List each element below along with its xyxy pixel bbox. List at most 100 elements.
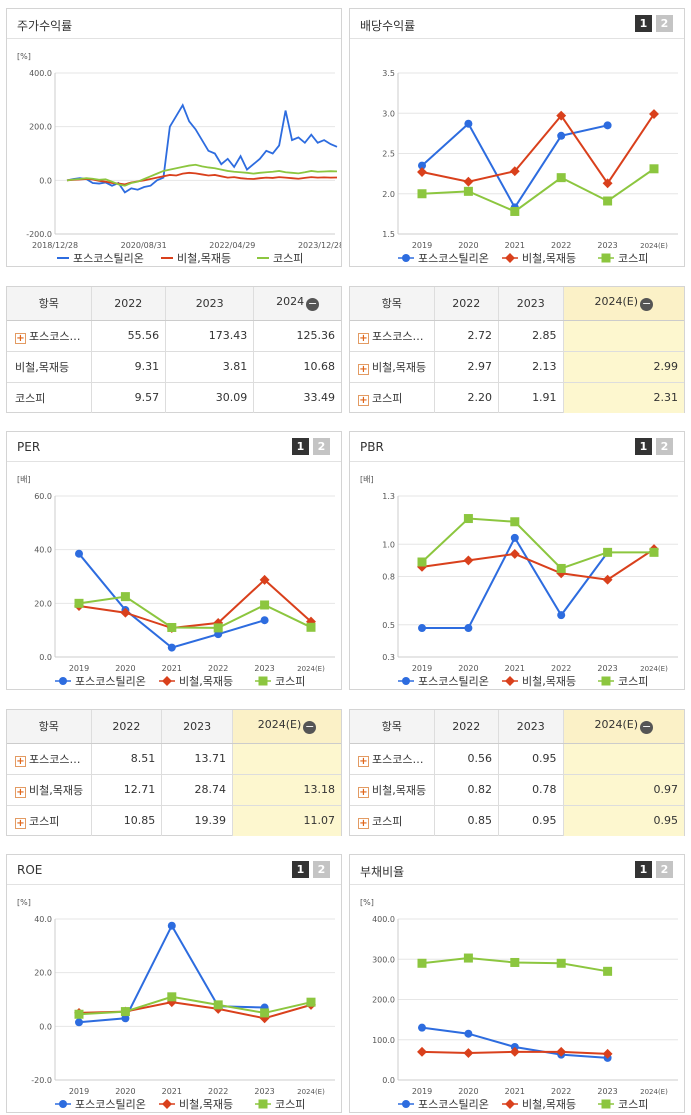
roe-chart: [%]40.0 20.0 0.0 -20.0 2019 2020 2021 2022 2023 2… — [17, 898, 335, 1111]
dividend-yield-chart: 3.5 3.0 2.5 2.0 1.5 2019 2020 2021 2022 2023 2024(… — [382, 69, 678, 265]
collapse-icon[interactable]: − — [640, 720, 654, 735]
x-tick-label: 2021 — [162, 664, 182, 673]
data-point — [120, 1007, 130, 1017]
x-tick-label: 2024(E) — [297, 665, 325, 673]
y-tick-label: 0.0 — [39, 1022, 52, 1031]
y-tick-label: 3.5 — [382, 69, 395, 78]
data-point — [167, 921, 176, 930]
row-label[interactable]: + 코스피 — [350, 381, 434, 413]
expand-icon[interactable]: + — [358, 363, 369, 375]
header-year: 2022 — [90, 287, 166, 321]
collapse-icon[interactable]: − — [306, 297, 320, 312]
page-1-button[interactable]: 1 — [292, 438, 309, 455]
page-2-button[interactable]: 2 — [313, 861, 330, 878]
row-label[interactable]: + 코스피 — [7, 804, 91, 836]
page-1-button[interactable]: 1 — [635, 861, 652, 878]
dividend-yield-table: 항목 2022 2023 2024(E) − + 포스코스… 2.72 2.85 + 비철,목재등 2… — [349, 286, 685, 413]
table-row: + 코스피 2.20 1.91 2.31 — [350, 381, 684, 413]
row-label[interactable]: + 포스코스… — [15, 752, 81, 767]
x-tick-label: 2020 — [115, 664, 135, 673]
table-row: + 포스코스… 55.56 173.43 125.36 — [7, 320, 341, 351]
x-tick-label: 2023 — [254, 664, 274, 673]
y-tick-label: 100.0 — [372, 1036, 395, 1045]
series-line — [421, 517, 654, 570]
row-label[interactable]: + 비철,목재등 — [7, 773, 91, 805]
table-cell: 3.81 — [165, 350, 254, 382]
legend-label: 비철,목재등 — [522, 252, 576, 265]
table-cell: 2.72 — [433, 320, 499, 351]
page-2-button[interactable]: 2 — [313, 438, 330, 455]
data-point — [649, 109, 659, 120]
page-2-button[interactable]: 2 — [656, 15, 673, 32]
data-point — [510, 517, 520, 527]
data-point — [463, 514, 473, 524]
header-item: 항목 — [7, 287, 91, 321]
expand-icon[interactable]: + — [15, 817, 26, 829]
expand-icon[interactable]: + — [15, 755, 26, 767]
page-1-button[interactable]: 1 — [635, 438, 652, 455]
page-1-button[interactable]: 1 — [292, 861, 309, 878]
expand-icon[interactable]: + — [15, 786, 26, 798]
expand-icon[interactable]: + — [358, 332, 369, 344]
table-cell: 1.91 — [498, 381, 564, 413]
unit-label: [배] — [17, 475, 31, 484]
data-point — [649, 547, 659, 557]
table-cell: 0.95 — [562, 804, 684, 836]
x-tick-label: 2021 — [162, 1087, 182, 1096]
y-tick-label: 0.5 — [382, 621, 395, 630]
legend-label: 코스피 — [618, 675, 648, 688]
y-tick-label: 1.0 — [382, 540, 395, 549]
row-label[interactable]: + 비철,목재등 — [350, 350, 434, 382]
data-point — [306, 997, 316, 1007]
panel-title: 배당수익률 — [360, 19, 416, 33]
stock-return-table: 항목 2022 2023 2024− + 포스코스… 55.56 173.43 125.36 비철… — [6, 286, 342, 413]
y-tick-label: -20.0 — [31, 1076, 52, 1085]
y-tick-label: 0.0 — [39, 653, 52, 662]
expand-icon[interactable]: + — [358, 786, 369, 798]
page-2-button[interactable]: 2 — [656, 861, 673, 878]
expand-icon[interactable]: + — [15, 332, 26, 344]
expand-icon[interactable]: + — [358, 394, 369, 406]
row-label: 비철,목재등 — [7, 350, 91, 382]
data-point — [510, 206, 520, 216]
y-tick-label: 400.0 — [372, 915, 395, 924]
x-tick-label: 2019 — [69, 664, 89, 673]
row-label[interactable]: + 비철,목재등 — [350, 773, 434, 805]
header-year: 2024− — [253, 287, 341, 321]
table-cell — [232, 743, 341, 774]
table-cell: 33.49 — [253, 381, 341, 413]
data-point — [213, 1000, 223, 1010]
y-tick-label: 0.8 — [382, 573, 395, 582]
row-label[interactable]: + 코스피 — [350, 804, 434, 836]
table-cell: 0.82 — [433, 773, 499, 805]
table-cell: 2.31 — [562, 381, 684, 413]
page-2-button[interactable]: 2 — [656, 438, 673, 455]
debt-ratio-chart: [%] 400.0 300.0 200.0 100.0 0.0 2019 2020 2021 20… — [360, 898, 678, 1111]
table-row: 코스피 9.57 30.09 33.49 — [7, 381, 341, 413]
x-tick-label: 2018/12/28 — [32, 241, 78, 250]
data-point — [167, 622, 177, 632]
row-label[interactable]: + 포스코스… — [358, 752, 424, 767]
legend-label: 포스코스틸리온 — [73, 252, 144, 265]
table-row: + 비철,목재등 2.97 2.13 2.99 — [350, 350, 684, 382]
x-tick-label: 2019 — [69, 1087, 89, 1096]
data-point — [556, 563, 566, 573]
data-point — [505, 1099, 515, 1109]
table-cell: 13.18 — [232, 773, 341, 805]
table-row: + 코스피 10.85 19.39 11.07 — [7, 804, 341, 836]
collapse-icon[interactable]: − — [303, 720, 317, 735]
series-line — [66, 163, 338, 187]
row-label[interactable]: + 포스코스… — [358, 329, 424, 344]
data-point — [603, 121, 612, 130]
expand-icon[interactable]: + — [358, 755, 369, 767]
page-1-button[interactable]: 1 — [635, 15, 652, 32]
data-point — [603, 966, 613, 976]
row-label[interactable]: + 포스코스… — [15, 329, 81, 344]
pbr-table: 항목 2022 2023 2024(E) − + 포스코스… 0.56 0.95 + 비철,목재등 0… — [349, 709, 685, 836]
data-point — [213, 623, 223, 633]
expand-icon[interactable]: + — [358, 817, 369, 829]
collapse-icon[interactable]: − — [640, 297, 654, 312]
